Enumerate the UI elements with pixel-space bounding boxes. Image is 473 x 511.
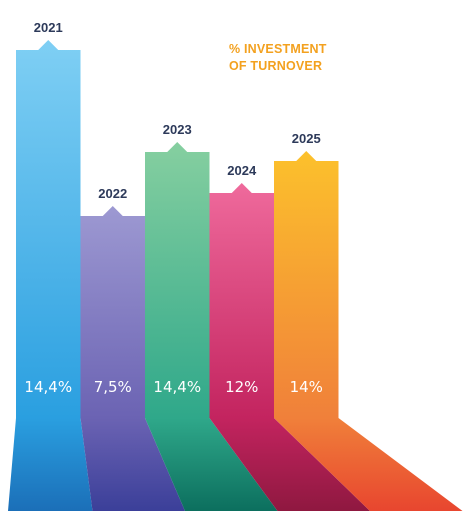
floor-ribbon-2023 bbox=[145, 418, 278, 511]
year-label-2025: 2025 bbox=[292, 131, 321, 146]
legend-line-1: % INVESTMENT bbox=[229, 42, 327, 56]
value-label-2021: 14,4% bbox=[24, 378, 72, 396]
value-label-2024: 12% bbox=[225, 378, 258, 396]
floor-ribbon-2025 bbox=[274, 418, 463, 511]
value-label-2025: 14% bbox=[290, 378, 323, 396]
floor-ribbon-2022 bbox=[80, 418, 185, 511]
floor-ribbon-2024 bbox=[209, 418, 370, 511]
year-label-2022: 2022 bbox=[98, 186, 127, 201]
legend: % INVESTMENT OF TURNOVER bbox=[229, 42, 327, 73]
bar-2024 bbox=[209, 183, 274, 418]
floor-ribbons bbox=[8, 418, 463, 511]
floor-ribbon-2021 bbox=[8, 418, 93, 511]
year-label-2021: 2021 bbox=[34, 20, 63, 35]
value-label-2023: 14,4% bbox=[153, 378, 201, 396]
labels: 2021 14,4% 2022 7,5% 2023 14,4% 2024 12% 2025 14% bbox=[24, 20, 323, 396]
bar-2022 bbox=[80, 206, 145, 418]
legend-line-2: OF TURNOVER bbox=[229, 59, 322, 73]
bar-2021 bbox=[16, 40, 81, 418]
year-label-2023: 2023 bbox=[163, 122, 192, 137]
bar-2025 bbox=[274, 151, 339, 418]
value-label-2022: 7,5% bbox=[94, 378, 132, 396]
bars bbox=[16, 40, 339, 418]
bar-2023 bbox=[145, 142, 210, 418]
year-label-2024: 2024 bbox=[227, 163, 257, 178]
